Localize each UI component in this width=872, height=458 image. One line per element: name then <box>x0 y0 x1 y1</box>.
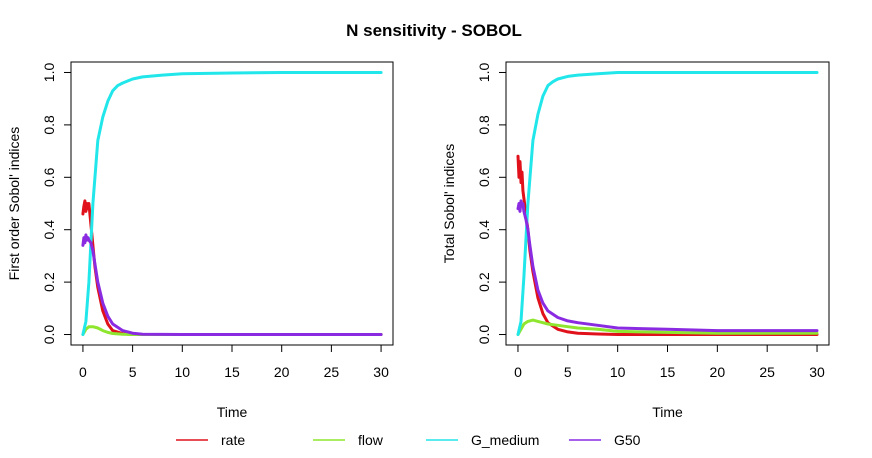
x-tick-label: 30 <box>373 364 389 380</box>
x-tick-label: 30 <box>809 364 825 380</box>
legend-label-rate: rate <box>221 432 245 448</box>
x-tick-label: 25 <box>759 364 775 380</box>
legend-label-flow: flow <box>358 432 384 448</box>
x-tick-label: 20 <box>274 364 290 380</box>
x-tick-label: 5 <box>129 364 137 380</box>
x-tick-label: 25 <box>324 364 340 380</box>
series-line-g50 <box>81 233 383 336</box>
series-line-flow <box>516 318 819 336</box>
total-panel: 0 5 10 15 20 25 30 0.0 0.2 0.4 0.6 0.8 1.0 Time Total … <box>441 61 830 420</box>
x-tick-label: 0 <box>514 364 522 380</box>
plot-frame <box>70 61 394 346</box>
y-tick-label: 0.6 <box>476 167 492 187</box>
y-tick-label: 1.0 <box>476 63 492 83</box>
y-tick-label: 0.0 <box>476 325 492 345</box>
x-tick-label: 10 <box>610 364 626 380</box>
y-axis-label: First order Sobol' indices <box>6 127 22 281</box>
y-tick-label: 0.4 <box>476 220 492 240</box>
figure-title: N sensitivity - SOBOL <box>346 21 522 40</box>
y-axis-label: Total Sobol' indices <box>441 144 457 263</box>
x-tick-label: 15 <box>660 364 676 380</box>
series-line-g-medium <box>516 71 819 336</box>
x-tick-label: 0 <box>79 364 87 380</box>
series-line-rate <box>81 199 383 336</box>
x-axis-label: Time <box>652 404 683 420</box>
x-tick-label: 5 <box>564 364 572 380</box>
x-axis-label: Time <box>217 404 248 420</box>
series-line-g50 <box>516 199 819 333</box>
legend-label-g-medium: G_medium <box>471 432 539 448</box>
y-tick-label: 0.2 <box>41 272 57 292</box>
series-line-rate <box>516 154 819 336</box>
plot-frame <box>505 61 830 346</box>
legend-label-g50: G50 <box>614 432 641 448</box>
y-tick-label: 0.8 <box>476 115 492 135</box>
y-tick-label: 0.0 <box>41 325 57 345</box>
y-tick-label: 0.8 <box>41 115 57 135</box>
x-tick-label: 15 <box>224 364 240 380</box>
y-tick-label: 1.0 <box>41 63 57 83</box>
y-tick-label: 0.2 <box>476 272 492 292</box>
series-line-g-medium <box>81 71 383 336</box>
first-order-panel: 0 5 10 15 20 25 30 0.0 0.2 0.4 0.6 0.8 1.0 Time First … <box>6 61 394 420</box>
x-tick-label: 10 <box>175 364 191 380</box>
y-tick-label: 0.6 <box>41 167 57 187</box>
legend: rate flow G_medium G50 <box>176 432 641 448</box>
x-tick-label: 20 <box>710 364 726 380</box>
y-tick-label: 0.4 <box>41 220 57 240</box>
